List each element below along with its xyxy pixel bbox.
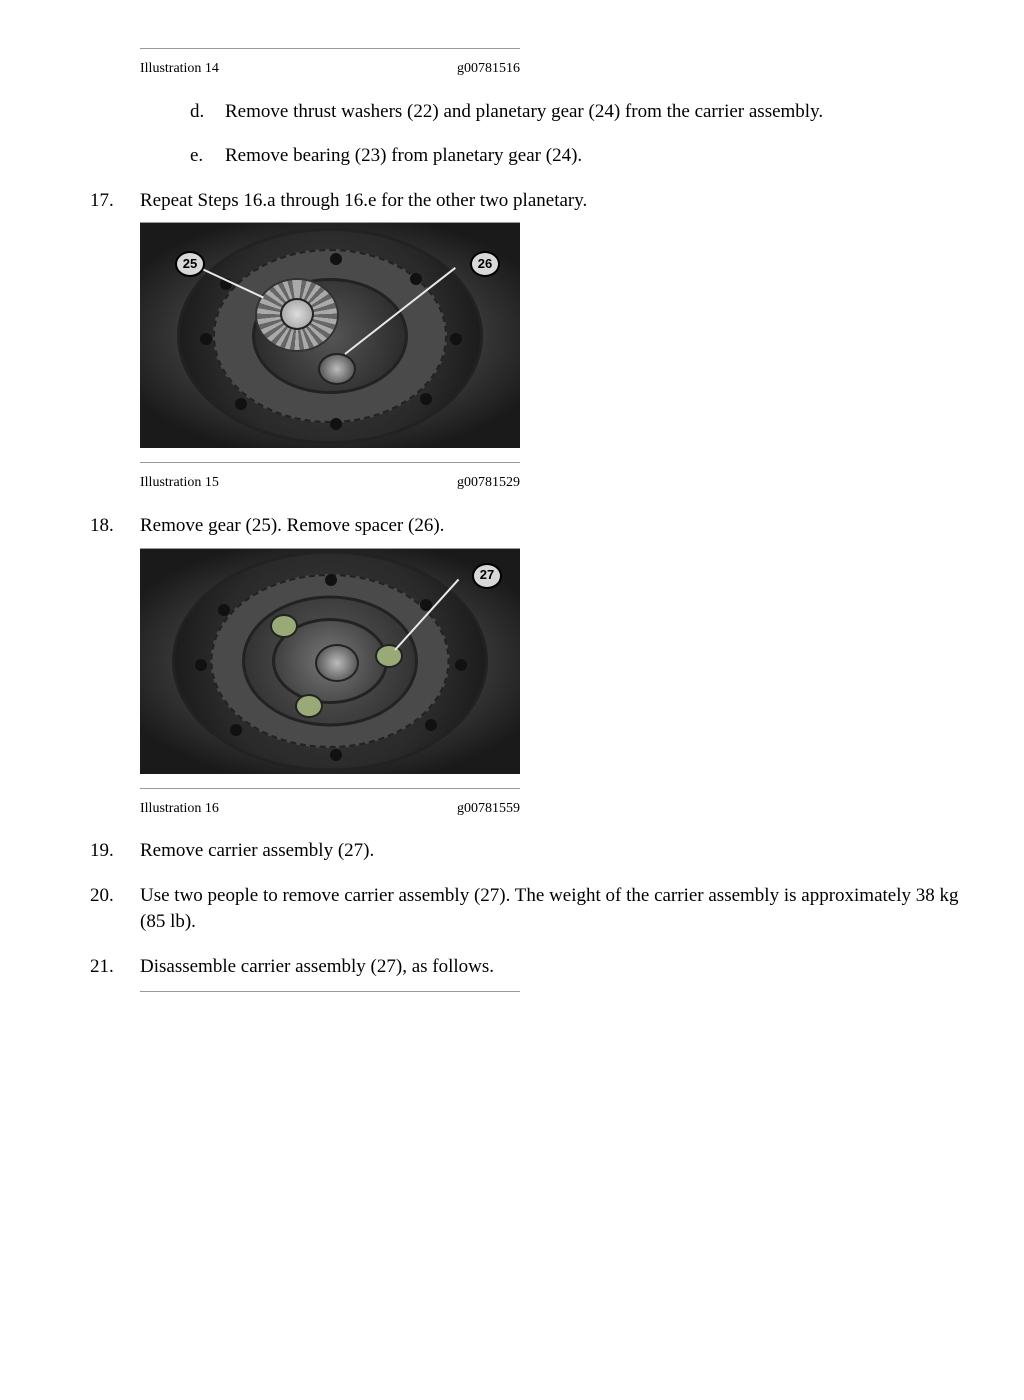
step-number: 21. [90, 954, 114, 981]
callout-label: 25 [183, 255, 197, 273]
figure-rule-bottom [140, 462, 520, 463]
substep-letter: e. [190, 143, 203, 170]
step-20: 20. Use two people to remove carrier ass… [90, 883, 964, 936]
callout-26: 26 [470, 251, 500, 277]
figure-rule-bottom [140, 788, 520, 789]
callout-label: 27 [480, 566, 494, 584]
illustration-code: g00781559 [457, 799, 520, 819]
step-text: Remove carrier assembly (27). [140, 840, 374, 861]
figure-15-block: 25 26 Illustration 15 g00781529 [140, 222, 964, 493]
step-21: 21. Disassemble carrier assembly (27), a… [90, 954, 964, 992]
step-number: 18. [90, 513, 114, 540]
figure-14-caption-block: Illustration 14 g00781516 [140, 48, 964, 79]
illustration-15-image: 25 26 [140, 223, 520, 448]
step-number: 19. [90, 838, 114, 865]
illustration-label: Illustration 14 [140, 59, 219, 79]
step-text: Repeat Steps 16.a through 16.e for the o… [140, 190, 587, 211]
illustration-15-caption: Illustration 15 g00781529 [140, 473, 520, 493]
callout-label: 26 [478, 255, 492, 273]
step-number: 17. [90, 188, 114, 215]
figure-rule-top [140, 991, 520, 992]
step-18: 18. Remove gear (25). Remove spacer (26)… [90, 513, 964, 818]
substep-text: Remove bearing (23) from planetary gear … [225, 145, 582, 166]
callout-27: 27 [472, 563, 502, 589]
illustration-code: g00781529 [457, 473, 520, 493]
step-17: 17. Repeat Steps 16.a through 16.e for t… [90, 188, 964, 493]
step-number: 20. [90, 883, 114, 910]
substep-text: Remove thrust washers (22) and planetary… [225, 101, 823, 122]
step-text: Use two people to remove carrier assembl… [140, 885, 959, 933]
callout-25: 25 [175, 251, 205, 277]
illustration-code: g00781516 [457, 59, 520, 79]
main-step-list: 17. Repeat Steps 16.a through 16.e for t… [90, 188, 964, 992]
figure-16-block: 27 Illustration 16 g00781559 [140, 548, 964, 819]
substep-letter: d. [190, 99, 204, 126]
substep-d: d. Remove thrust washers (22) and planet… [190, 99, 964, 126]
illustration-label: Illustration 15 [140, 473, 219, 493]
step-text: Disassemble carrier assembly (27), as fo… [140, 956, 494, 977]
figure-17-block-top [140, 991, 964, 992]
illustration-16-caption: Illustration 16 g00781559 [140, 799, 520, 819]
caption-rule [140, 48, 520, 49]
illustration-16-image: 27 [140, 549, 520, 774]
illustration-14-caption: Illustration 14 g00781516 [140, 59, 520, 79]
step-text: Remove gear (25). Remove spacer (26). [140, 515, 444, 536]
substep-e: e. Remove bearing (23) from planetary ge… [190, 143, 964, 170]
sub-step-list: d. Remove thrust washers (22) and planet… [190, 99, 964, 170]
illustration-label: Illustration 16 [140, 799, 219, 819]
step-19: 19. Remove carrier assembly (27). [90, 838, 964, 865]
